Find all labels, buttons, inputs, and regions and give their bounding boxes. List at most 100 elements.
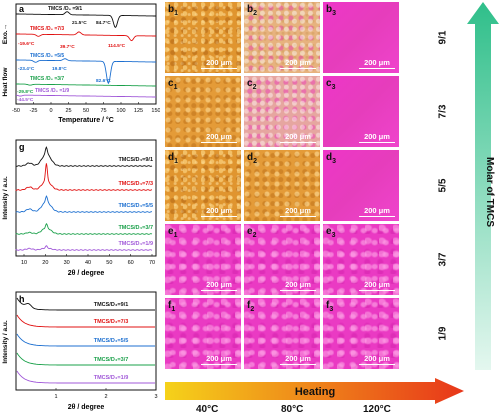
exo-label: Exo.→	[2, 24, 9, 44]
scale-bar: 200 μm	[201, 58, 237, 69]
micrograph-d3: d3 200 μm	[323, 150, 399, 221]
x-tick-label: 70	[149, 260, 155, 266]
micrograph-label: c2	[247, 78, 257, 91]
x-tick-label: 60	[128, 260, 134, 266]
dsc-xlabel: Temperature / °C	[58, 116, 114, 124]
x-tick-label: 25	[65, 108, 71, 114]
micrograph-f2: f2 200 μm	[244, 298, 320, 369]
dsc-curve	[16, 31, 156, 42]
micrograph-label: d3	[326, 152, 337, 165]
dsc-annotation: 84.7°C	[96, 20, 111, 26]
scale-bar: 200 μm	[280, 280, 316, 291]
micrograph-label: d2	[247, 152, 258, 165]
dsc-curve	[16, 11, 156, 29]
micrograph-label: d1	[168, 152, 179, 165]
x-tick-label: 50	[106, 260, 112, 266]
saxs-curve-label: TMCS/D₄=1/9	[94, 375, 129, 381]
scale-bar: 200 μm	[280, 58, 316, 69]
saxs-curve	[16, 314, 155, 328]
x-tick-label: 75	[100, 108, 106, 114]
micrograph-e1: e1 200 μm	[165, 224, 241, 295]
scale-bar: 200 μm	[201, 206, 237, 217]
saxs-curve	[16, 352, 155, 366]
micrograph-e2: e2 200 μm	[244, 224, 320, 295]
panel-letter-h: h	[19, 294, 25, 304]
x-tick-label: -25	[30, 108, 38, 114]
ratio-label-e: 3/7	[437, 252, 449, 267]
scale-bar: 200 μm	[359, 132, 395, 143]
dsc-curve-label: TMCS /D₄ =3/7	[30, 76, 64, 82]
waxd-curve-label: TMCS/D₄=9/1	[118, 157, 153, 163]
x-tick-label: 100	[116, 108, 125, 114]
waxd-curve	[15, 163, 153, 191]
x-tick-label: 30	[64, 260, 70, 266]
dsc-annotation: 21.5°C	[72, 20, 87, 26]
ratio-label-b: 9/1	[437, 30, 449, 45]
dsc-annotation: 39.7°C	[60, 44, 75, 50]
ratio-label-d: 5/5	[437, 178, 449, 193]
dsc-curve	[16, 83, 156, 87]
heating-arrow: Heating	[165, 378, 464, 404]
temp-label-80: 80°C	[281, 404, 304, 415]
temp-label-120: 120°C	[363, 404, 391, 415]
micrograph-b1: b1 200 μm	[165, 2, 241, 73]
scale-bar: 200 μm	[280, 354, 316, 365]
micrograph-f3: f3 200 μm	[323, 298, 399, 369]
micrograph-label: f2	[247, 300, 255, 313]
saxs-curve	[16, 297, 155, 311]
dsc-chart: a Exo.→ Heat flow -50 -25 0 25 50 75 100 125 150 Tem…	[2, 3, 160, 124]
scale-bar: 200 μm	[201, 354, 237, 365]
micrograph-label: e3	[326, 226, 336, 239]
waxd-curve	[15, 146, 153, 167]
dsc-curve-label: TMCS /D₄ =9/1	[48, 6, 82, 12]
panel-letter-g: g	[19, 142, 25, 152]
dsc-curve	[15, 94, 156, 98]
waxd-chart: g Intensity / a.u. 10 20 30 40 50 60 70 2θ / degr…	[2, 139, 157, 277]
waxd-curve-label: TMCS/D₄=7/3	[118, 181, 153, 187]
saxs-curve-label: TMCS/D₄=3/7	[94, 357, 129, 363]
scale-bar: 200 μm	[201, 280, 237, 291]
saxs-chart: h Intensity / a.u. 1 2 3 2θ / degree TMCS/D₄=9…	[2, 291, 158, 411]
dsc-annotation: -19.6°C	[18, 41, 35, 47]
saxs-xlabel: 2θ / degree	[68, 404, 105, 411]
molar-arrow: Molar of TMCS	[467, 2, 499, 370]
panel-letter-a: a	[19, 4, 25, 14]
micrograph-d2: d2 200 μm	[244, 150, 320, 221]
waxd-ylabel: Intensity / a.u.	[2, 176, 9, 220]
x-tick-label: 2	[104, 394, 107, 400]
x-tick-label: 3	[154, 394, 157, 400]
ratio-label-f: 1/9	[437, 326, 449, 341]
saxs-curve-label: TMCS/D₄=5/5	[94, 338, 129, 344]
dsc-annotation: 19.8°C	[52, 66, 67, 72]
micrograph-c3: c3 200 μm	[323, 76, 399, 147]
dsc-annotation: 82.6°C	[96, 78, 111, 84]
saxs-curve-label: TMCS/D₄=9/1	[94, 302, 129, 308]
x-tick-label: 10	[21, 260, 27, 266]
micrograph-label: f1	[168, 300, 176, 313]
waxd-curve-label: TMCS/D₄=5/5	[118, 203, 153, 209]
micrograph-label: b2	[247, 4, 258, 17]
waxd-curve	[15, 223, 153, 235]
dsc-annotation: -29.8°C	[17, 89, 34, 95]
scale-bar: 200 μm	[280, 206, 316, 217]
x-tick-label: 20	[42, 260, 48, 266]
dsc-curve-label: TMCS /D₄ =5/5	[30, 53, 64, 59]
dsc-curve-label: TMCS /D₄ =7/3	[30, 26, 64, 32]
saxs-frame	[15, 291, 157, 391]
micrograph-b3: b3 200 μm	[323, 2, 399, 73]
saxs-curve	[16, 370, 155, 384]
temp-label-40: 40°C	[196, 404, 219, 415]
waxd-curve	[15, 245, 153, 251]
saxs-curve	[16, 333, 155, 347]
x-tick-label: 0	[49, 108, 52, 114]
micrograph-label: f3	[326, 300, 334, 313]
dsc-annotation: -44.5°C	[17, 97, 34, 103]
saxs-ylabel: Intensity / a.u.	[2, 320, 9, 364]
scale-bar: 200 μm	[359, 206, 395, 217]
micrograph-label: c1	[168, 78, 178, 91]
dsc-curve-label: TMCS /D₄ =1/9	[35, 88, 69, 94]
molar-label: Molar of TMCS	[484, 157, 495, 227]
dsc-annotation: 114.5°C	[108, 43, 126, 49]
micrograph-label: e1	[168, 226, 178, 239]
scale-bar: 200 μm	[359, 58, 395, 69]
